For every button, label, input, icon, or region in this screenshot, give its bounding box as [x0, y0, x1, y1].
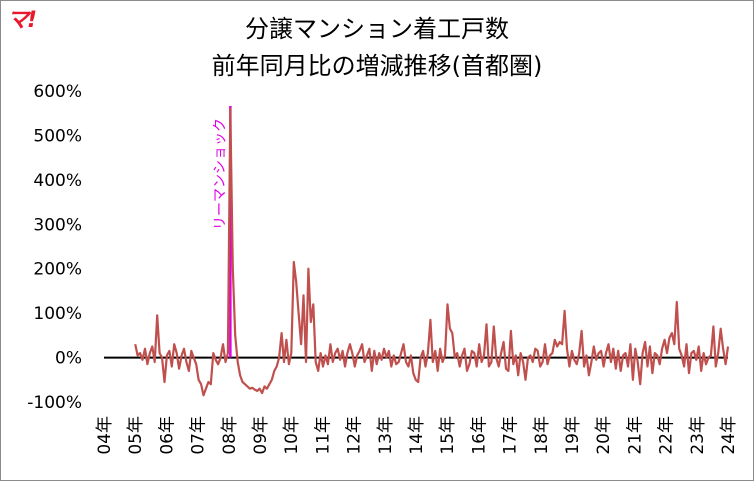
x-tick-label: 16年: [469, 416, 489, 455]
y-tick-label: 400%: [33, 171, 82, 191]
x-tick-label: 22年: [657, 416, 677, 455]
x-tick-label: 20年: [594, 416, 614, 455]
y-tick-label: 300%: [33, 215, 82, 235]
series-yoy-change: [134, 107, 730, 397]
y-tick-label: 500%: [33, 126, 82, 146]
x-tick-label: 07年: [189, 416, 209, 455]
x-tick-label: 08年: [220, 416, 240, 455]
x-tick-label: 12年: [345, 416, 365, 455]
x-tick-label: 09年: [251, 416, 271, 455]
chart-title: 分譲マンション着工戸数: [245, 15, 509, 43]
x-tick-label: 10年: [282, 416, 302, 455]
x-tick-label: 23年: [688, 416, 708, 455]
x-tick-label: 04年: [95, 416, 115, 455]
x-tick-label: 18年: [532, 416, 552, 455]
y-tick-label: 100%: [33, 304, 82, 324]
x-tick-label: 05年: [126, 416, 146, 455]
annotation-label: リーマンショック: [212, 118, 228, 230]
x-tick-label: 06年: [157, 416, 177, 455]
x-tick-label: 14年: [407, 416, 427, 455]
x-axis: 04年 05年 06年 07年 08年 09年 10年 11年 12年 13年 14年 15年 16年 1…: [95, 416, 739, 455]
chart-subtitle: 前年同月比の増減推移(首都圏): [211, 52, 543, 80]
x-tick-label: 15年: [438, 416, 458, 455]
x-tick-label: 24年: [719, 416, 739, 455]
x-tick-label: 17年: [501, 416, 521, 455]
series-line: [134, 107, 730, 397]
x-tick-label: 19年: [563, 416, 583, 455]
y-tick-label: -100%: [27, 393, 82, 413]
brand-logo: マ!: [7, 8, 37, 33]
x-tick-label: 11年: [313, 416, 333, 455]
x-tick-label: 21年: [625, 416, 645, 455]
x-tick-label: 13年: [376, 416, 396, 455]
y-tick-label: 200%: [33, 260, 82, 280]
y-tick-label: 600%: [33, 82, 82, 102]
y-axis: -100% 0% 100% 200% 300% 400% 500% 600%: [27, 82, 728, 413]
y-tick-label: 0%: [55, 349, 82, 369]
